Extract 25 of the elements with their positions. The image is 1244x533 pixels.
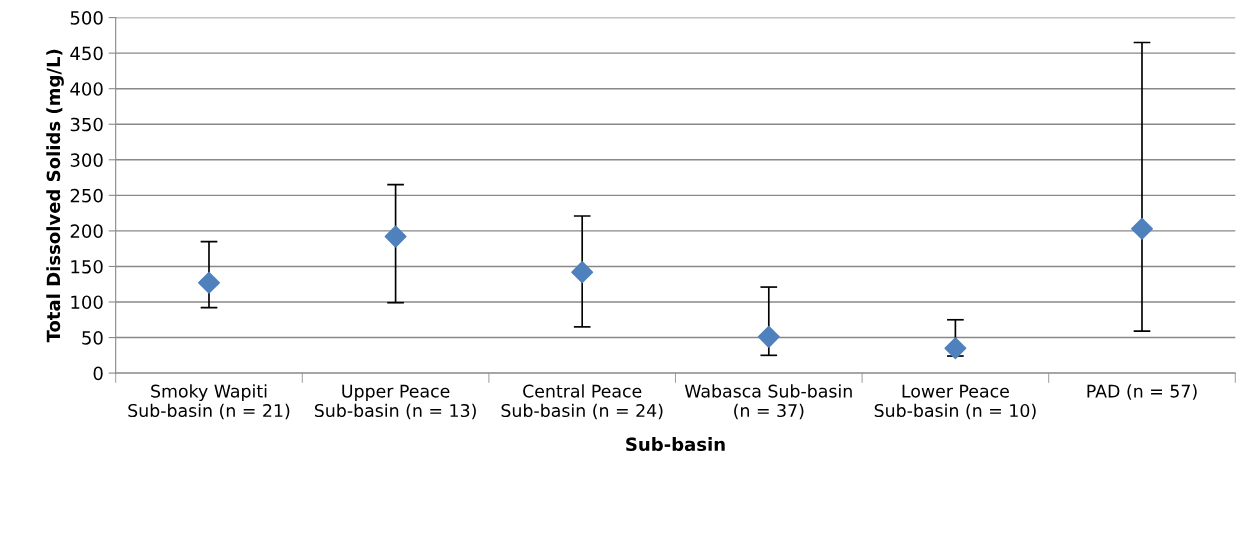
point <box>757 325 780 348</box>
y-axis-title: Total Dissolved Solids (mg/L) <box>46 49 64 343</box>
y-tick-label: 0 <box>93 366 103 381</box>
x-tick-label: Wabasca Sub-basin (n = 37) <box>684 384 852 420</box>
y-tick-label: 200 <box>70 224 103 239</box>
point <box>1130 217 1153 240</box>
point <box>384 225 407 248</box>
point <box>197 271 220 294</box>
x-tick-label: Lower Peace Sub-basin (n = 10) <box>874 384 1036 420</box>
y-tick-label: 150 <box>71 259 103 274</box>
x-tick-label: Smoky Wapiti Sub-basin (n = 21) <box>128 384 290 420</box>
y-tick-label: 50 <box>82 331 103 345</box>
x-tick-label: Upper Peace Sub-basin (n = 13) <box>314 384 476 420</box>
y-tick-label: 400 <box>70 82 103 96</box>
y-tick-label: 300 <box>70 153 103 167</box>
x-tick-label: PAD (n = 57) <box>1087 384 1197 400</box>
x-tick-label: Central Peace Sub-basin (n = 24) <box>501 384 663 420</box>
y-tick-label: 100 <box>71 295 103 310</box>
y-tick-label: 250 <box>70 188 103 203</box>
x-axis-title: Sub-basin <box>626 437 725 452</box>
point <box>944 337 967 360</box>
y-tick-label: 450 <box>70 46 103 61</box>
point <box>571 261 594 284</box>
y-tick-label: 350 <box>70 117 103 132</box>
y-tick-label: 500 <box>70 11 103 25</box>
